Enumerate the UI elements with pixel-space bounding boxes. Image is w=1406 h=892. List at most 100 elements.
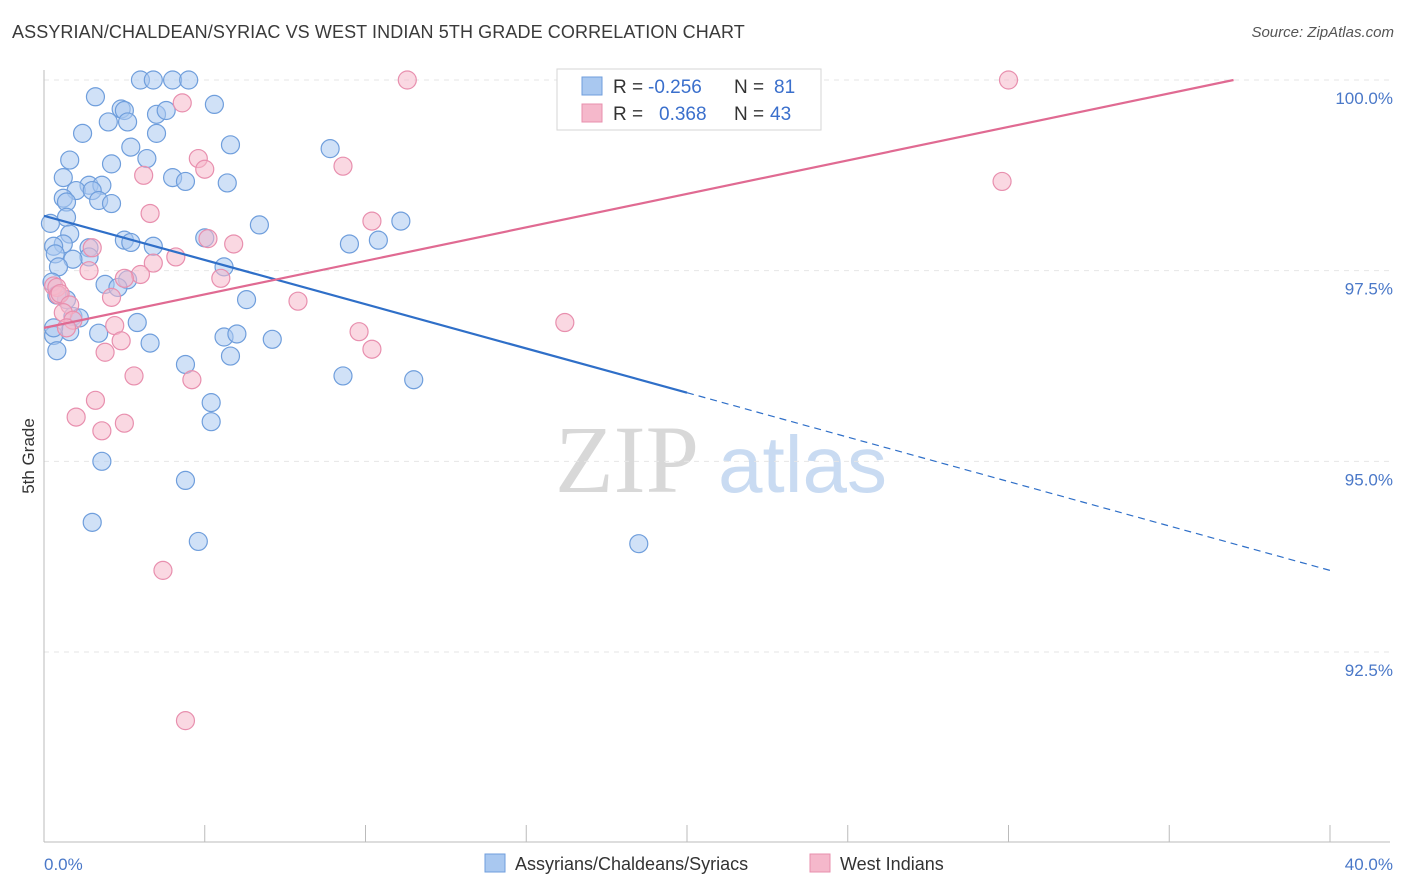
axes [43, 70, 1390, 843]
point-assyrians-71 [333, 366, 353, 386]
legend-swatch-pink [581, 103, 603, 123]
legend-r-value-blue: -0.256 [648, 77, 702, 98]
legend-swatch-blue [581, 76, 603, 96]
point-west-indians-38 [66, 407, 86, 427]
legend-n-value-pink: 43 [770, 104, 791, 125]
point-assyrians-22 [175, 171, 196, 192]
point-west-indians-41 [153, 560, 173, 580]
watermark-atlas: atlas [718, 420, 887, 509]
point-assyrians-34 [391, 211, 411, 231]
y-tick-label-0: 100.0% [1335, 89, 1393, 108]
trend-line-assyrians-extension [686, 392, 1331, 571]
point-west-indians-31 [555, 312, 575, 333]
legend-n-value-blue: 81 [774, 77, 795, 98]
point-west-indians-40 [92, 421, 112, 441]
point-assyrians-8 [156, 100, 176, 121]
point-assyrians-18 [320, 139, 340, 159]
legend-r-value-pink: 0.368 [659, 104, 707, 125]
point-assyrians-10 [98, 112, 118, 132]
point-assyrians-69 [220, 346, 241, 366]
bottom-legend-label-assyrians: Assyrians/Chaldeans/Syriacs [515, 854, 748, 874]
point-assyrians-9 [204, 94, 224, 115]
trend-line-west-indians [43, 78, 1234, 329]
watermark-zip: ZIP [555, 406, 699, 513]
point-west-indians-39 [114, 413, 134, 433]
y-tick-label-3: 92.5% [1345, 661, 1393, 680]
legend-r-label-pink: R = [613, 104, 643, 125]
point-assyrians-14 [220, 135, 241, 155]
point-assyrians-4 [85, 87, 106, 107]
point-west-indians-42 [175, 711, 196, 731]
point-assyrians-19 [101, 154, 122, 174]
point-west-indians-30 [349, 322, 369, 342]
point-west-indians-1 [998, 70, 1019, 90]
trend-line-assyrians [43, 214, 688, 394]
point-assyrians-74 [201, 412, 221, 432]
point-west-indians-11 [198, 229, 218, 249]
point-west-indians-37 [85, 390, 106, 410]
point-west-indians-35 [182, 370, 202, 390]
stats-legend: R = -0.256 N = 81 R = 0.368 N = 43 [556, 68, 822, 131]
point-assyrians-31 [101, 193, 122, 214]
point-west-indians-10 [82, 238, 102, 258]
point-assyrians-16 [137, 148, 157, 169]
point-assyrians-56 [236, 290, 257, 310]
point-assyrians-13 [146, 123, 167, 143]
point-west-indians-7 [992, 171, 1012, 192]
point-west-indians-18 [211, 268, 231, 288]
point-assyrians-73 [201, 393, 221, 413]
point-assyrians-1 [143, 70, 163, 90]
point-assyrians-59 [127, 312, 147, 333]
bottom-legend-swatch-assyrians [484, 853, 506, 873]
point-assyrians-21 [53, 168, 73, 188]
point-west-indians-0 [397, 70, 417, 90]
point-west-indians-6 [333, 156, 353, 176]
point-west-indians-32 [111, 331, 131, 351]
point-assyrians-41 [368, 230, 388, 250]
point-assyrians-77 [82, 512, 102, 532]
point-assyrians-12 [72, 123, 93, 143]
point-assyrians-79 [629, 534, 649, 554]
y-axis-label: 5th Grade [19, 418, 38, 494]
x-tick-label-min: 0.0% [44, 855, 83, 874]
point-west-indians-33 [362, 339, 382, 359]
point-west-indians-14 [143, 253, 163, 273]
y-tick-label-2: 95.0% [1345, 470, 1393, 489]
legend-n-label-pink: N = [734, 104, 764, 125]
point-assyrians-3 [179, 70, 199, 90]
point-assyrians-11 [117, 112, 138, 132]
point-west-indians-16 [130, 264, 151, 285]
chart-title: ASSYRIAN/CHALDEAN/SYRIAC VS WEST INDIAN … [12, 22, 745, 42]
point-west-indians-8 [140, 203, 160, 224]
point-assyrians-23 [217, 173, 237, 193]
point-west-indians-24 [288, 291, 308, 311]
point-assyrians-40 [339, 234, 360, 254]
point-assyrians-2 [163, 70, 183, 90]
point-assyrians-65 [89, 323, 109, 343]
bottom-legend-swatch-west-indians [809, 853, 831, 873]
source-credit: Source: ZipAtlas.com [1251, 24, 1394, 41]
legend-r-label-blue: R = [613, 77, 643, 98]
trend-lines [43, 78, 1331, 571]
point-assyrians-17 [60, 150, 80, 170]
point-assyrians-72 [404, 370, 424, 390]
series-west-indians [44, 70, 1019, 731]
point-assyrians-76 [175, 470, 196, 490]
point-assyrians-66 [140, 333, 160, 353]
point-assyrians-62 [227, 324, 247, 344]
point-west-indians-2 [172, 93, 192, 113]
point-west-indians-5 [134, 165, 154, 185]
x-tick-label-max: 40.0% [1345, 855, 1393, 874]
bottom-legend-label-west-indians: West Indians [840, 854, 944, 874]
point-west-indians-15 [79, 261, 99, 281]
legend-n-label-blue: N = [734, 77, 764, 98]
point-assyrians-33 [249, 215, 270, 235]
bottom-legend: Assyrians/Chaldeans/Syriacs West Indians [484, 853, 944, 874]
y-tick-labels: 100.0% 97.5% 95.0% 92.5% [1335, 89, 1393, 680]
point-west-indians-34 [95, 342, 115, 362]
x-ticks [204, 825, 1331, 842]
point-west-indians-17 [114, 268, 134, 288]
point-west-indians-25 [101, 287, 122, 307]
point-assyrians-78 [188, 531, 208, 552]
